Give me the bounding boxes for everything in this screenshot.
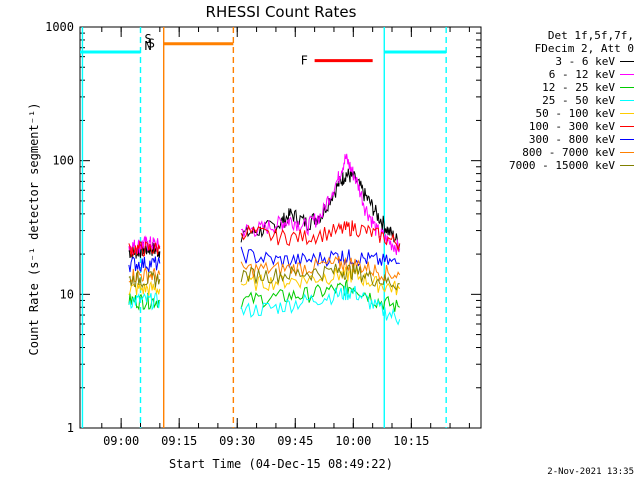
series-line — [240, 263, 400, 291]
legend-entry: 25 - 50 keV — [488, 94, 634, 107]
series-line — [240, 285, 401, 326]
footer-timestamp: 2-Nov-2021 13:35 — [547, 467, 634, 477]
plot-area: 1 10 100 1000 09:00 09:15 09:30 09:45 10:00 10:15… — [45, 20, 482, 448]
legend-entry-label: 12 - 25 keV — [542, 81, 615, 94]
series-line — [128, 266, 161, 285]
x-tick-label: 09:00 — [103, 434, 139, 448]
series-line — [240, 279, 400, 312]
chart-title: RHESSI Count Rates — [206, 3, 357, 21]
series-line — [128, 235, 161, 256]
y-tick-label: 10 — [60, 287, 74, 301]
x-tick-label: 09:45 — [277, 434, 313, 448]
legend-entry-swatch — [620, 139, 634, 140]
legend-entry-swatch — [620, 100, 634, 101]
series-line — [128, 270, 161, 288]
series-line — [240, 153, 401, 256]
legend-entry: 50 - 100 keV — [488, 107, 634, 120]
legend-entry: 800 - 7000 keV — [488, 146, 634, 159]
legend-entry: 300 - 800 keV — [488, 133, 634, 146]
legend-entry-label: 6 - 12 keV — [548, 68, 615, 81]
x-tick-label: 10:00 — [335, 434, 371, 448]
x-tick-label: 10:15 — [393, 434, 429, 448]
x-tick-label: 09:30 — [219, 434, 255, 448]
state-marker-stack-label: S — [144, 32, 151, 46]
legend-entry-label: 25 - 50 keV — [542, 94, 615, 107]
series-line — [128, 240, 161, 257]
state-marker-label: S — [148, 37, 155, 51]
y-axis-label: Count Rate (s⁻¹ detector segment⁻¹) — [27, 103, 41, 356]
y-tick-label: 1000 — [45, 20, 74, 34]
legend-entries: 3 - 6 keV 6 - 12 keV 12 - 25 keV 25 - 50 ke… — [488, 55, 634, 172]
legend-header-decimation: FDecim 2, Att 0 — [534, 42, 634, 55]
y-tick-label: 100 — [52, 154, 74, 168]
legend-entry-label: 3 - 6 keV — [555, 55, 615, 68]
legend-entry-label: 300 - 800 keV — [528, 133, 615, 146]
plot-frame — [79, 26, 482, 429]
x-tick-label: 09:15 — [161, 434, 197, 448]
series-line — [240, 256, 401, 282]
legend-entry-swatch — [620, 152, 634, 153]
legend-entry: 3 - 6 keV — [488, 55, 634, 68]
legend-entry-label: 7000 - 15000 keV — [509, 159, 615, 172]
legend-entry-label: 100 - 300 keV — [528, 120, 615, 133]
legend-header-detectors: Det 1f,5f,7f, — [547, 29, 634, 42]
legend-entry-swatch — [620, 165, 634, 166]
series-line — [240, 246, 400, 269]
legend-entry: 12 - 25 keV — [488, 81, 634, 94]
series-line — [128, 292, 160, 311]
legend-entry-swatch — [620, 113, 634, 114]
legend: Det 1f,5f,7f, FDecim 2, Att 0 3 - 6 keV 6… — [488, 29, 634, 172]
legend-entry-label: 800 - 7000 keV — [522, 146, 615, 159]
series-line — [128, 256, 161, 273]
legend-entry: 6 - 12 keV — [488, 68, 634, 81]
y-tick-label: 1 — [67, 421, 74, 435]
legend-entry: 100 - 300 keV — [488, 120, 634, 133]
state-marker-label: F — [301, 54, 308, 68]
series-line — [128, 292, 161, 311]
legend-entry-swatch — [620, 61, 634, 62]
legend-entry: 7000 - 15000 keV — [488, 159, 634, 172]
legend-entry-swatch — [620, 126, 634, 127]
x-axis-label: Start Time (04-Dec-15 08:49:22) — [169, 457, 393, 471]
legend-entry-swatch — [620, 74, 634, 75]
legend-entry-swatch — [620, 87, 634, 88]
series-line — [240, 168, 401, 250]
state-marker-stack-label: N — [144, 39, 151, 53]
series-line — [240, 266, 401, 296]
legend-entry-label: 50 - 100 keV — [535, 107, 615, 120]
series-line — [240, 220, 401, 252]
